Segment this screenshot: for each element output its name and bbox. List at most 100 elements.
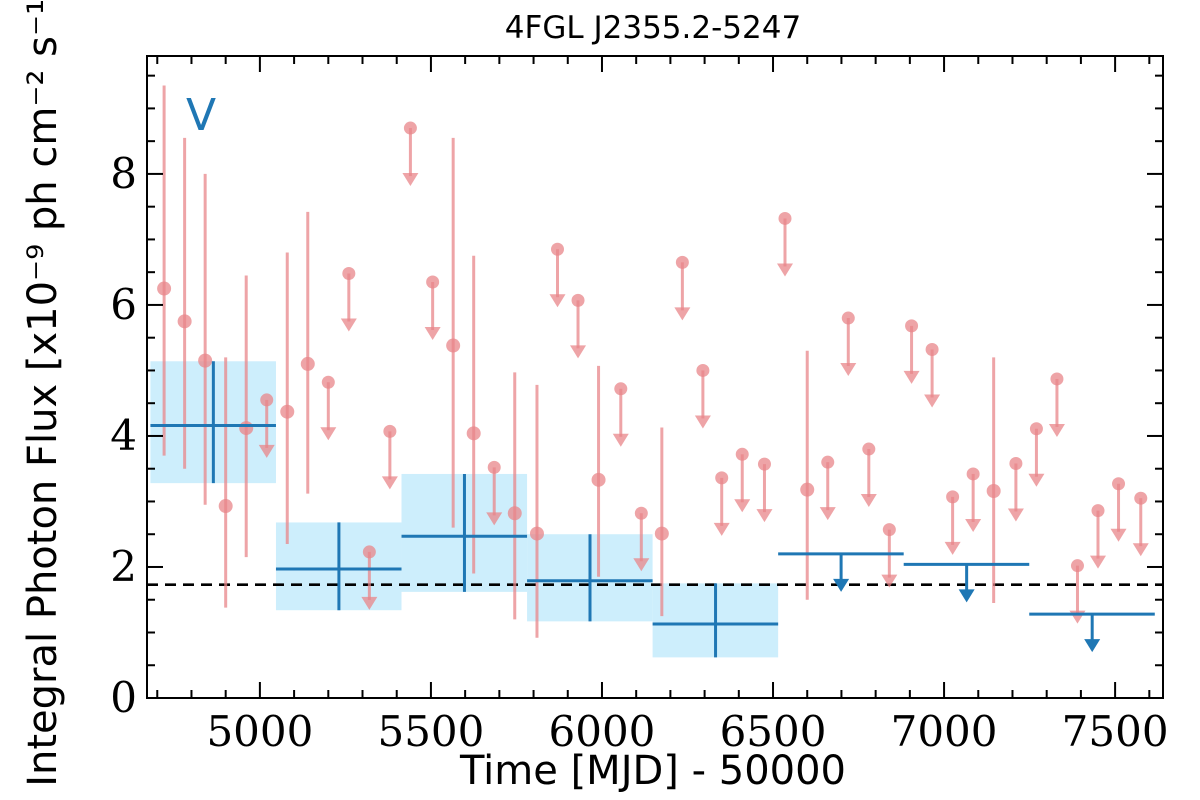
fine-bin-ul-arrow bbox=[633, 558, 650, 572]
fine-bin-upper-limit bbox=[340, 266, 357, 332]
fine-bin-point bbox=[986, 357, 1001, 604]
fine-bin-upper-limit bbox=[776, 211, 793, 277]
y-tick-label: 4 bbox=[110, 411, 137, 460]
fine-bin-marker bbox=[280, 404, 295, 419]
fine-bin-ul-arrow bbox=[776, 263, 793, 277]
fine-bin-upper-limit bbox=[819, 455, 836, 521]
fine-bin-upper-limit bbox=[1048, 372, 1065, 437]
v-annotation: V bbox=[186, 90, 216, 141]
fine-bin-point bbox=[591, 365, 606, 577]
coarse-bin-ul-arrow bbox=[1084, 639, 1101, 653]
y-tick-label: 0 bbox=[110, 673, 137, 722]
fine-bin-marker bbox=[654, 526, 669, 541]
fine-bin-marker bbox=[239, 421, 254, 436]
fine-bin-point bbox=[218, 357, 233, 608]
y-axis-label: Integral Photon Flux [x10⁻⁹ ph cm⁻² s⁻¹] bbox=[20, 0, 66, 787]
coarse-bin-upper-limit bbox=[903, 562, 1030, 603]
fine-bin-upper-limit bbox=[549, 242, 566, 308]
fine-bin-ul-arrow bbox=[486, 512, 503, 526]
fine-bin-ul-arrow bbox=[612, 433, 629, 447]
fine-bin-point bbox=[300, 211, 315, 494]
x-axis-label: Time [MJD] - 50000 bbox=[459, 748, 846, 794]
fine-bin-marker bbox=[177, 314, 192, 329]
fine-bin-ul-arrow bbox=[549, 294, 566, 308]
fine-bin-point bbox=[507, 372, 522, 620]
fine-bin-upper-limit bbox=[674, 255, 691, 321]
fine-bin-upper-limit bbox=[734, 447, 751, 513]
fine-bin-upper-limit bbox=[1090, 504, 1107, 569]
fine-bin-upper-limit bbox=[612, 382, 629, 447]
fine-bin-point bbox=[529, 384, 544, 638]
fine-bin-ul-arrow bbox=[674, 307, 691, 321]
fine-bin-ul-arrow bbox=[1132, 543, 1149, 557]
plot-frame bbox=[146, 55, 1164, 699]
fine-bin-upper-limit bbox=[881, 523, 898, 588]
coarse-bin-ul-arrow bbox=[833, 578, 850, 592]
fine-bin-upper-limit bbox=[1007, 456, 1024, 522]
fine-bin-ul-arrow bbox=[340, 318, 357, 332]
fine-bin-upper-limit bbox=[924, 342, 941, 408]
fine-bin-upper-limit bbox=[944, 490, 961, 555]
coarse-bin-series bbox=[150, 361, 1155, 658]
x-tick-label: 6500 bbox=[720, 707, 827, 756]
fine-bin-ul-arrow bbox=[320, 427, 337, 441]
fine-bin-upper-limit bbox=[1028, 422, 1045, 487]
fine-bin-marker bbox=[529, 526, 544, 541]
fine-bin-ul-arrow bbox=[570, 345, 587, 359]
fine-bin-ul-arrow bbox=[1048, 423, 1065, 437]
fine-bin-upper-limit bbox=[633, 506, 650, 572]
fine-bin-ul-arrow bbox=[881, 574, 898, 588]
fine-bin-ul-arrow bbox=[1110, 528, 1127, 542]
fine-bin-marker bbox=[198, 353, 213, 368]
coarse-bin-upper-limit bbox=[778, 552, 904, 592]
coarse-bin-point bbox=[652, 583, 779, 658]
fine-bin-marker bbox=[300, 356, 315, 371]
fine-bin-ul-arrow bbox=[840, 363, 857, 377]
fine-bin-upper-limit bbox=[486, 460, 503, 526]
fine-bin-point bbox=[446, 137, 461, 528]
fine-bin-ul-arrow bbox=[903, 370, 920, 384]
x-tick-label: 5000 bbox=[206, 707, 313, 756]
fine-bin-ul-arrow bbox=[944, 541, 961, 555]
coarse-bin-point bbox=[150, 361, 276, 484]
fine-bin-marker bbox=[446, 338, 461, 353]
fine-bin-point bbox=[177, 137, 192, 469]
coarse-bin-point bbox=[401, 473, 528, 592]
x-tick-label: 6000 bbox=[549, 707, 656, 756]
fine-bin-point bbox=[466, 255, 481, 574]
fine-bin-point bbox=[198, 173, 213, 505]
fine-bin-upper-limit bbox=[903, 319, 920, 384]
fine-bin-marker bbox=[986, 483, 1001, 498]
fine-bin-ul-arrow bbox=[756, 509, 773, 523]
x-tick-label: 7500 bbox=[1062, 707, 1169, 756]
fine-bin-marker bbox=[218, 499, 233, 514]
coarse-bin-point bbox=[275, 522, 402, 611]
fine-bin-marker bbox=[507, 506, 522, 521]
fine-bin-point bbox=[280, 252, 295, 545]
fine-bin-ul-arrow bbox=[1007, 508, 1024, 522]
fine-bin-ul-arrow bbox=[713, 522, 730, 536]
fine-bin-point bbox=[157, 85, 172, 456]
fine-bin-ul-arrow bbox=[402, 173, 419, 187]
y-tick-label: 8 bbox=[110, 149, 137, 198]
x-tick-label: 7000 bbox=[891, 707, 998, 756]
fine-bin-upper-limit bbox=[1110, 477, 1127, 542]
fine-bin-upper-limit bbox=[756, 457, 773, 523]
fine-bin-ul-arrow bbox=[361, 596, 378, 610]
fine-bin-marker bbox=[157, 281, 172, 296]
coarse-bin-ul-arrow bbox=[958, 589, 975, 603]
y-tick-label: 2 bbox=[110, 542, 137, 591]
fine-bin-point bbox=[800, 350, 815, 600]
fine-bin-marker bbox=[591, 472, 606, 487]
fine-bin-marker bbox=[466, 426, 481, 441]
fine-bin-upper-limit bbox=[570, 293, 587, 359]
fine-bin-ul-arrow bbox=[860, 494, 877, 508]
fine-bin-ul-arrow bbox=[424, 327, 441, 341]
fine-bin-upper-limit bbox=[1132, 491, 1149, 557]
fine-bin-ul-arrow bbox=[1028, 473, 1045, 487]
coarse-bin-point bbox=[527, 534, 653, 622]
chart-title: 4FGL J2355.2-5247 bbox=[505, 10, 801, 46]
fine-bin-ul-arrow bbox=[1090, 555, 1107, 569]
fine-bin-upper-limit bbox=[381, 424, 398, 490]
